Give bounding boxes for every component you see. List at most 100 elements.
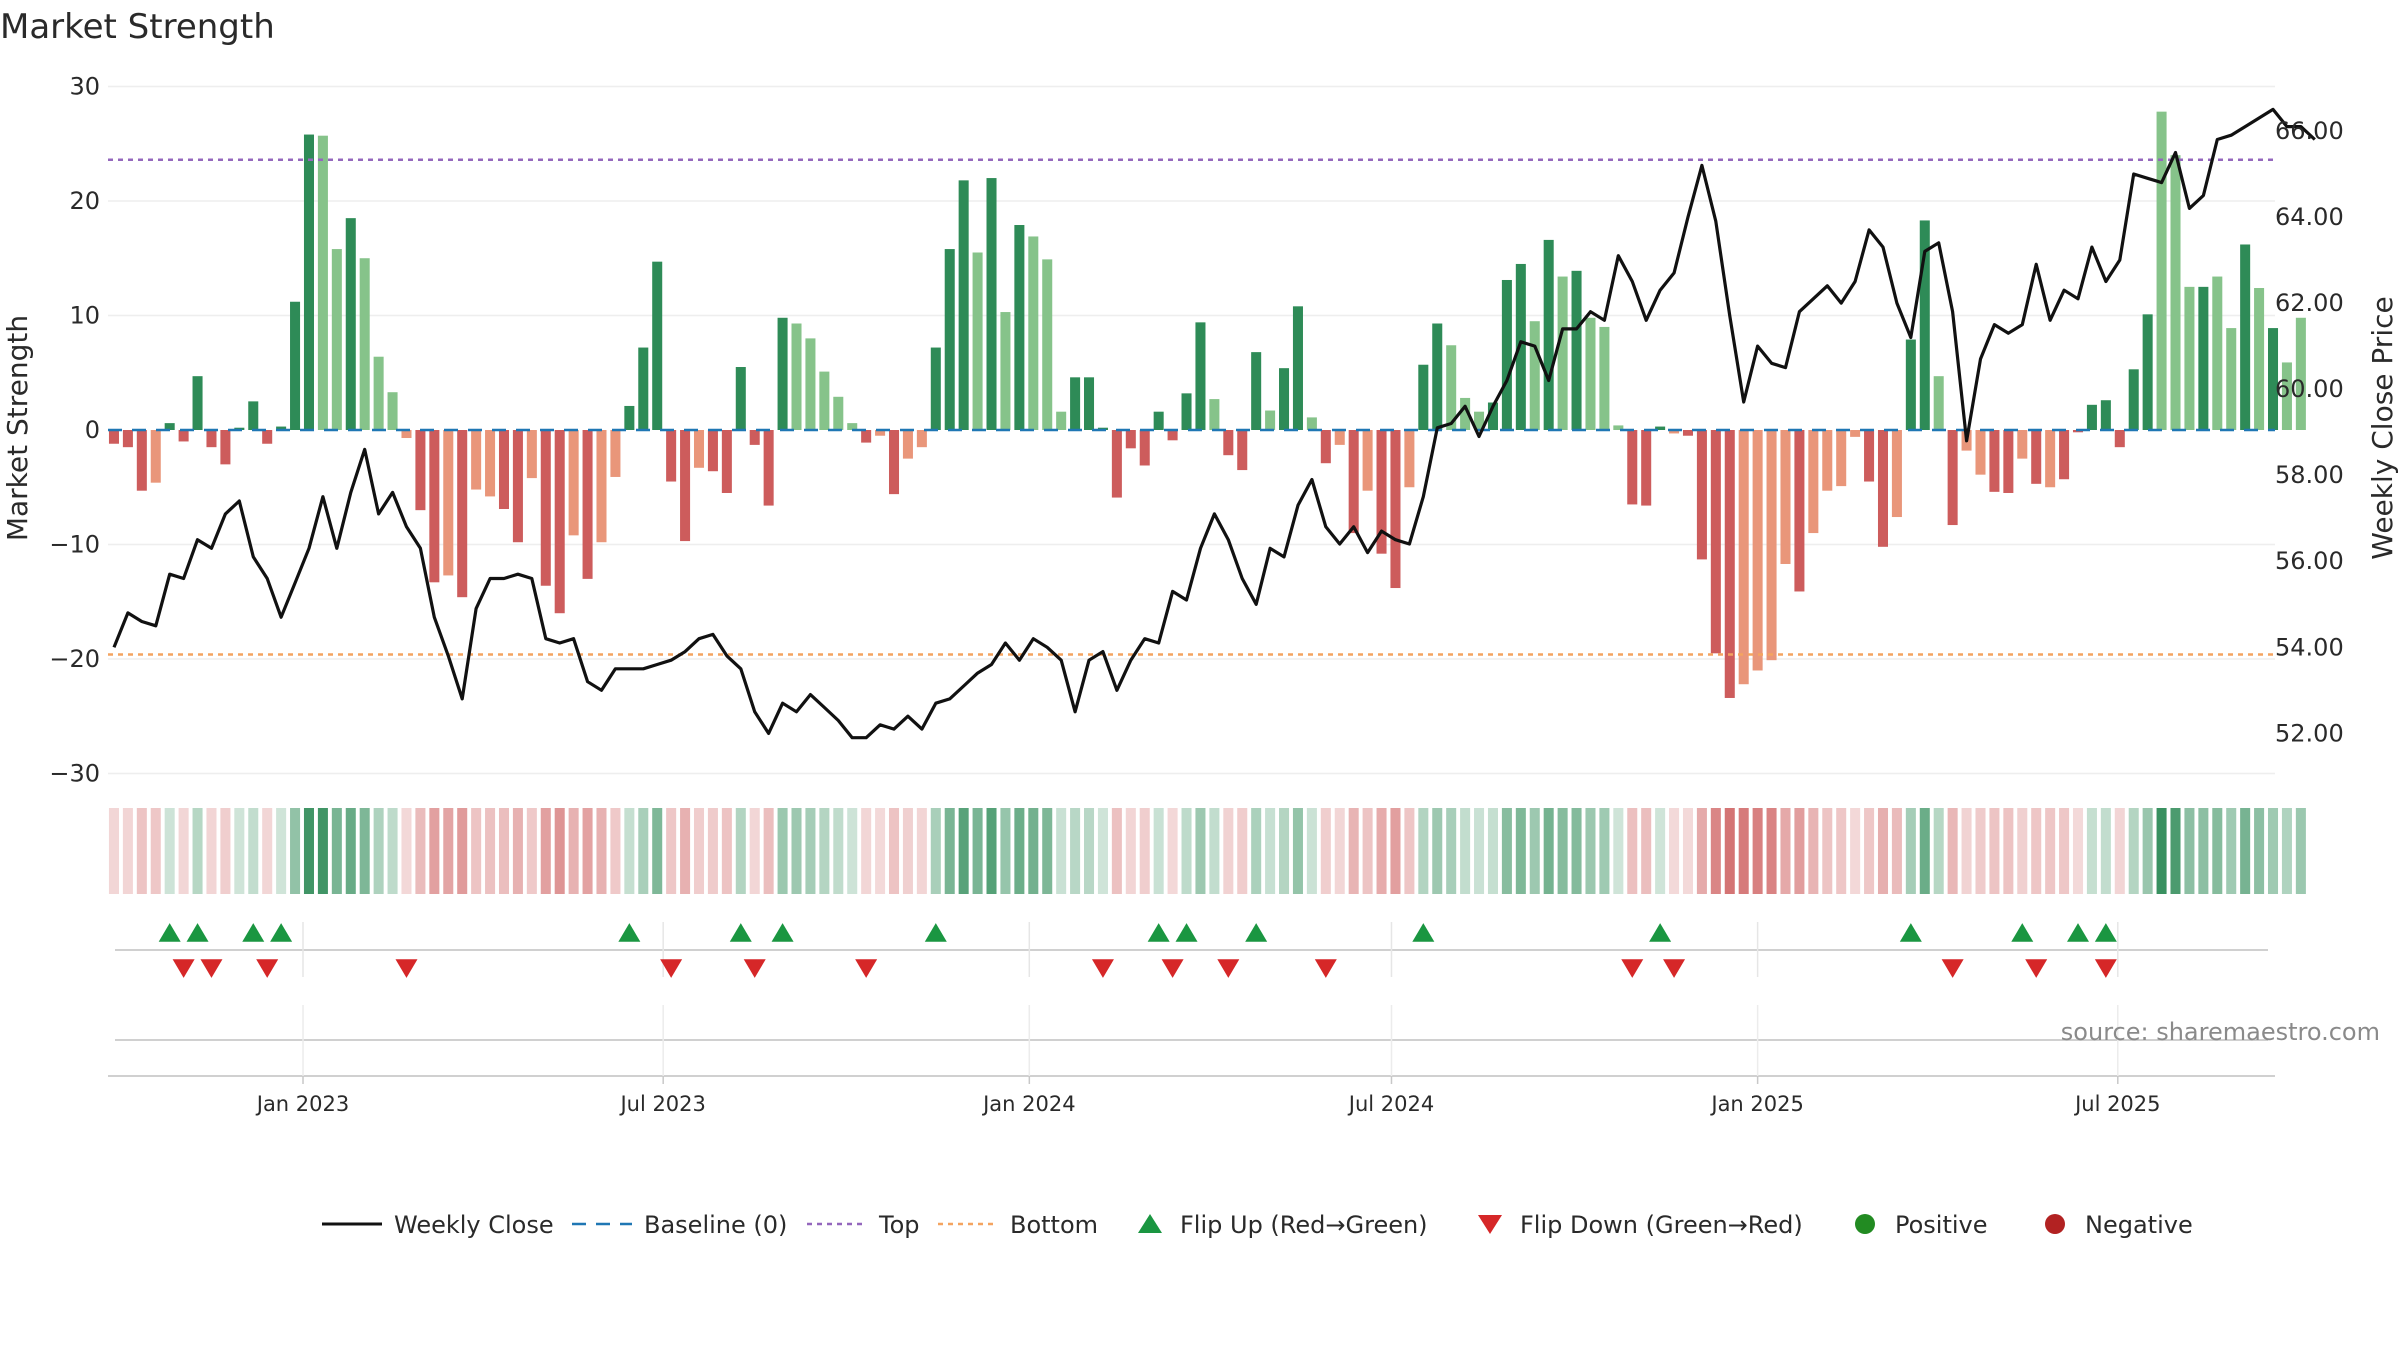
right-axis-ticks: 66.00 64.00 62.00 60.00 58.00 56.00 54.00 52.00: [2275, 117, 2344, 747]
heat-strip-cell: [1529, 808, 1540, 894]
heat-strip-cell: [1181, 808, 1192, 894]
strength-bar: [485, 430, 496, 497]
flip-down-marker: [200, 959, 223, 978]
heat-strip-cell: [2240, 808, 2251, 894]
heat-strip-cell: [443, 808, 454, 894]
strength-bar: [2226, 328, 2237, 430]
left-tick-label: −20: [49, 645, 100, 673]
strength-bar: [1474, 411, 1485, 430]
strength-bar: [415, 430, 426, 511]
flip-down-marker: [1314, 959, 1337, 978]
right-tick-label: 58.00: [2275, 461, 2344, 489]
heat-strip-cell: [1320, 808, 1331, 894]
heat-strip-cell: [512, 808, 523, 894]
heat-strip-cell: [721, 808, 732, 894]
heat-strip-cell: [1167, 808, 1178, 894]
heat-strip-cell: [652, 808, 663, 894]
left-tick-label: 20: [69, 187, 100, 215]
heat-strip-cell: [387, 808, 398, 894]
heat-strip-cell: [1209, 808, 1220, 894]
strength-bar: [1056, 411, 1067, 430]
strength-bar: [1696, 430, 1707, 560]
flip-up-marker: [2067, 923, 2089, 942]
heat-strip-cell: [415, 808, 426, 894]
heat-strip-cell: [1571, 808, 1582, 894]
strength-bar: [373, 356, 384, 430]
heat-strip-cell: [290, 808, 301, 894]
flip-markers-panel: [108, 922, 2275, 1077]
right-tick-label: 66.00: [2275, 117, 2344, 145]
flip-down-marker: [1621, 959, 1644, 978]
heat-strip-cell: [1014, 808, 1025, 894]
heat-strip-cell: [1153, 808, 1164, 894]
flip-down-marker: [1161, 959, 1184, 978]
strength-bar: [471, 430, 482, 490]
heat-strip-cell: [108, 808, 119, 894]
heat-strip-cell: [1348, 808, 1359, 894]
strength-bar: [972, 252, 983, 430]
strength-bar: [387, 392, 398, 430]
strength-bar: [554, 430, 565, 614]
heat-strip-cell: [526, 808, 537, 894]
strength-bar: [624, 405, 635, 430]
heat-strip-cell: [122, 808, 133, 894]
strength-bar: [1070, 377, 1081, 430]
heat-strip-cell: [1557, 808, 1568, 894]
strength-bar: [2142, 314, 2153, 430]
heat-strip-cell: [1780, 808, 1791, 894]
strength-bar: [1585, 317, 1596, 430]
strength-bar: [1028, 236, 1039, 430]
heat-strip-cell: [693, 808, 705, 894]
heat-strip-cell: [1877, 808, 1889, 894]
strength-bar: [986, 178, 997, 430]
strength-bar: [958, 180, 969, 430]
heat-strip-cell: [735, 808, 746, 894]
strength-bar: [1432, 323, 1443, 430]
heat-strip-cell: [1794, 808, 1805, 894]
strength-bar: [875, 430, 886, 436]
strength-bar: [345, 218, 356, 430]
flip-up-marker: [2094, 923, 2117, 942]
heat-strip-cell: [2059, 808, 2070, 894]
strength-bar: [721, 430, 732, 493]
heat-strip-cell: [958, 808, 969, 894]
strength-bar: [749, 430, 760, 445]
legend-item: Flip Up (Red→Green): [1138, 1211, 1428, 1239]
legend-swatch-triangle-up: [1138, 1214, 1162, 1233]
strength-bar: [2198, 286, 2209, 430]
strength-bar: [1836, 430, 1847, 487]
strength-bar: [2295, 317, 2306, 430]
strength-bar: [1669, 430, 1680, 434]
strength-bar: [1237, 430, 1248, 471]
heat-strip-cell: [2254, 808, 2265, 894]
strength-bar: [1390, 430, 1401, 589]
heat-strip-cell: [1237, 808, 1248, 894]
legend-label: Weekly Close: [394, 1211, 554, 1239]
strength-bar: [1279, 368, 1290, 430]
left-tick-label: 0: [85, 416, 100, 444]
heat-strip-cell: [1891, 808, 1902, 894]
heat-strip-cell: [1975, 808, 1986, 894]
strength-bar: [1014, 225, 1025, 430]
strength-bar: [930, 347, 941, 430]
flip-down-marker: [172, 959, 195, 978]
heat-strip-cell: [2045, 808, 2056, 894]
heat-strip-cell: [359, 808, 370, 894]
strength-bar: [1557, 276, 1568, 430]
date-tick-label: Jan 2025: [1709, 1092, 1804, 1116]
flip-up-marker: [729, 923, 752, 942]
heat-strip-cell: [2267, 808, 2279, 894]
heat-strip-cell: [1279, 808, 1290, 894]
strength-bar: [902, 430, 913, 459]
heat-strip-cell: [2170, 808, 2181, 894]
strength-bar: [1864, 430, 1875, 482]
weekly-close-line: [112, 107, 2316, 740]
strength-bar: [2114, 430, 2125, 448]
strength-bar: [2267, 328, 2279, 430]
flip-up-marker: [618, 923, 641, 942]
strength-bar: [2045, 430, 2056, 488]
heat-strip-cell: [902, 808, 913, 894]
heat-strip-cell: [220, 808, 231, 894]
heat-strip-cell: [1390, 808, 1401, 894]
heat-strip-cell: [1070, 808, 1081, 894]
